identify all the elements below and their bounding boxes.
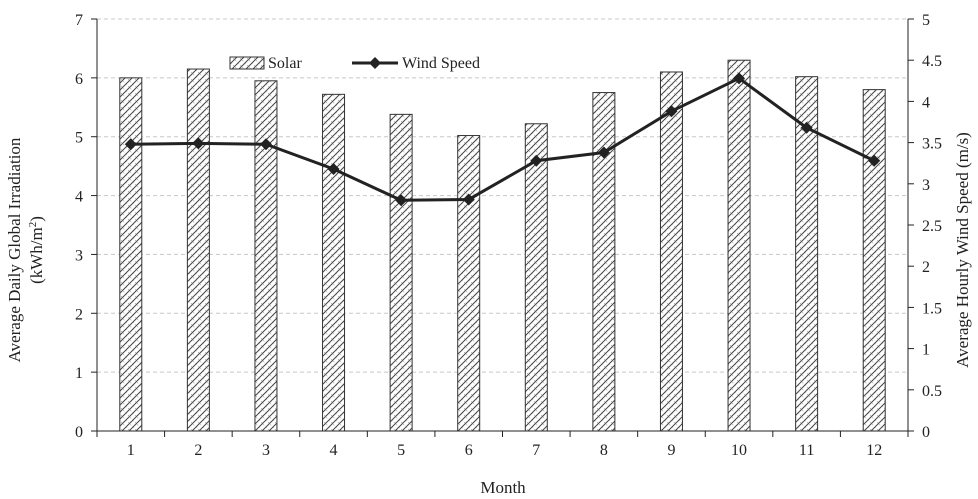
x-tick-label: 9 [667,442,675,459]
wind-speed-marker [665,105,678,118]
solar-bar [389,113,413,432]
x-tick-label: 10 [731,442,747,459]
wind-speed-marker [733,72,746,85]
solar-bar [862,89,886,432]
y-right-tick-label: 1 [922,342,930,359]
solar-bar [186,68,210,432]
y-axis-right-title: Average Hourly Wind Speed (m/s) [953,132,972,368]
legend-label-solar: Solar [268,55,302,72]
y-axis-left-title-line1: Average Daily Global Irradiation [5,137,24,362]
y-right-tick-label: 1.5 [922,300,942,317]
x-tick-label: 4 [330,442,338,459]
y-right-tick-label: 5 [922,12,930,29]
y-right-tick-label: 2.5 [922,218,942,235]
y-axis-left-unit-sup: 2 [27,222,39,228]
y-left-tick-label: 3 [75,247,83,264]
y-right-tick-label: 3 [922,177,930,194]
y-left-tick-label: 7 [75,12,83,29]
wind-speed-marker [124,138,137,151]
solar-bar [254,80,278,432]
x-axis-title: Month [480,478,526,497]
solar-bars [119,59,886,432]
solar-bar [457,135,481,432]
solar-bar [592,92,616,432]
y-left-tick-label: 6 [75,71,83,88]
solar-bar [659,71,683,432]
y-left-tick-label: 1 [75,365,83,382]
tick-labels: 1 2 3 4 5 6 7 8 9 10 11 120123456700.511.522.533.54… [75,12,942,459]
wind-speed-marker [327,162,340,175]
wind-speed-polyline [130,76,875,202]
legend-swatch-solar [229,56,265,70]
wind-speed-marker [868,154,881,167]
y-axis-left-unit-close: ) [27,216,46,222]
solar-bar [727,59,751,432]
wind-speed-marker [395,194,408,207]
x-tick-label: 12 [866,442,882,459]
y-axis-left-title: Average Daily Global Irradiation [5,137,24,362]
solar-bar [524,123,548,432]
wind-speed-marker [192,137,205,150]
y-right-tick-label: 2 [922,259,930,276]
wind-speed-marker [597,146,610,159]
y-left-tick-label: 0 [75,424,83,441]
x-tick-label: 5 [397,442,405,459]
y-axis-left-unit-text: (kWh/m [27,227,46,284]
wind-speed-line [124,72,881,207]
y-right-tick-label: 4.5 [922,53,942,70]
x-tick-label: 3 [262,442,270,459]
x-tick-label: 11 [799,442,814,459]
wind-speed-marker [800,121,813,134]
y-right-tick-label: 3.5 [922,136,942,153]
solar-bar [119,77,143,432]
solar-bar [322,93,346,432]
gridlines [97,18,908,373]
y-right-tick-label: 0.5 [922,383,942,400]
legend-label-wind-speed: Wind Speed [402,55,480,72]
wind-speed-marker [259,138,272,151]
y-left-tick-label: 5 [75,130,83,147]
x-tick-label: 1 [127,442,135,459]
wind-speed-marker [462,193,475,206]
legend: Solar Wind Speed [229,55,480,72]
y-left-tick-label: 4 [75,189,83,206]
x-tick-label: 7 [532,442,540,459]
legend-swatch-wind-marker [369,57,381,69]
y-right-tick-label: 0 [922,424,930,441]
x-tick-label: 2 [194,442,202,459]
wind-speed-marker [530,154,543,167]
y-axis-left-unit: (kWh/m2) [27,216,46,284]
x-tick-label: 6 [465,442,473,459]
axes [91,18,914,437]
y-right-tick-label: 4 [922,94,930,111]
x-tick-label: 8 [600,442,608,459]
y-left-tick-label: 2 [75,306,83,323]
